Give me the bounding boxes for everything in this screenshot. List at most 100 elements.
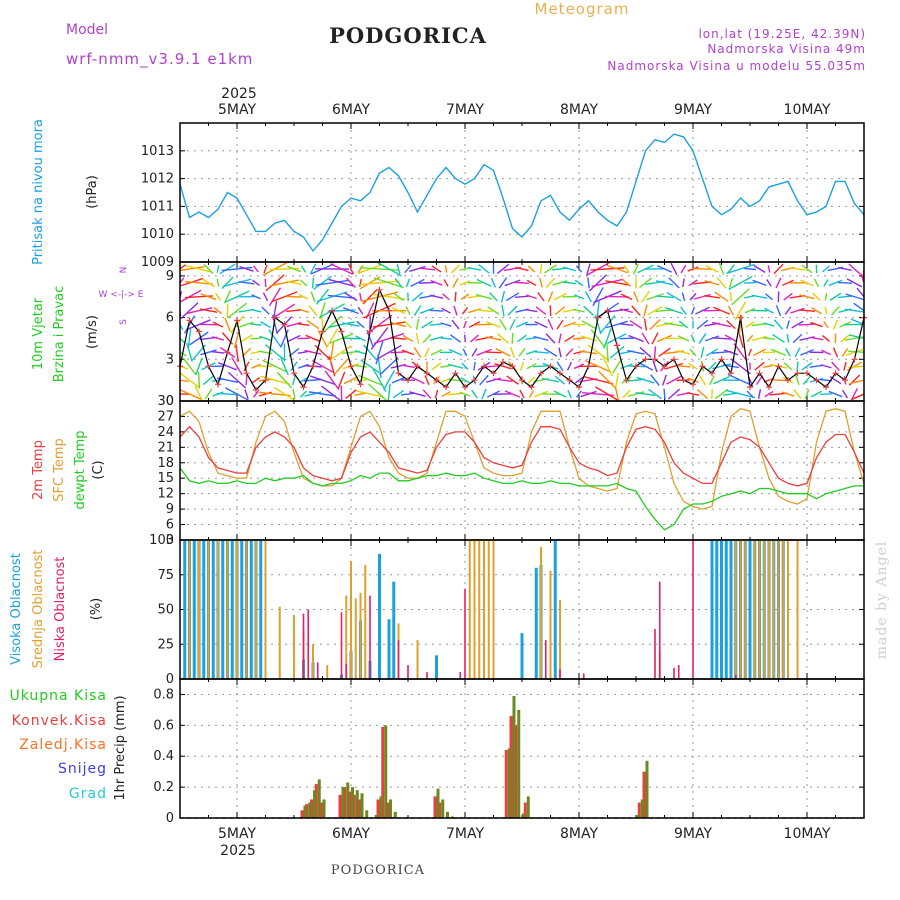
wind-arrow [824, 293, 828, 301]
wind-arrow [635, 392, 656, 397]
wind-arrow [604, 295, 630, 298]
precip-tick-label: 0.4 [153, 749, 174, 764]
cloud-high-bar [720, 540, 723, 679]
wind-arrow [185, 265, 213, 273]
pressure-border [179, 122, 865, 263]
wind-arrow [315, 288, 330, 305]
wind-arrow [250, 323, 262, 326]
grad-label: Grad [69, 786, 107, 802]
cloud-mid-bar [483, 540, 485, 679]
wind-arrow [845, 293, 864, 301]
wind-arrow [573, 308, 585, 313]
wind-arrow [587, 344, 609, 361]
wind-arrow [447, 392, 464, 396]
compass-we: W <-|-> E [99, 290, 144, 300]
chart-kind-title: Meteogram [535, 0, 630, 18]
cloud-mid-bar [796, 540, 799, 679]
wind-arrow [286, 309, 302, 313]
cloud-panel: 0 25 50 75 100 [149, 533, 865, 687]
pressure-tick-label: 1009 [141, 255, 174, 270]
wind-gust-marker [215, 381, 221, 388]
wind-arrow [180, 264, 187, 270]
wind-arrow [409, 265, 426, 272]
cloud-high-bar [183, 540, 187, 679]
wind-arrow [201, 278, 216, 288]
wind-arrow [325, 328, 339, 349]
temperature-tick-label: 27 [157, 409, 174, 424]
temperature-tick-label: 24 [157, 425, 174, 440]
wind-arrow [324, 370, 340, 390]
wind-arrow [690, 306, 696, 315]
wind-arrow [655, 295, 674, 299]
wind-arrow [268, 329, 282, 348]
wind-arrow [251, 377, 261, 384]
cloud-low-bar [734, 674, 737, 679]
wind-arrow [652, 360, 658, 373]
rain-conv-bar [310, 799, 313, 818]
wind-arrow [581, 320, 596, 329]
wind-arrow [298, 293, 309, 300]
rain-conv-bar [509, 716, 513, 818]
wind-arrow [690, 334, 696, 343]
top-day-labels: 5MAY 6MAY 7MAY 8MAY 9MAY 10MAY [218, 102, 831, 118]
cloud-mid-bar [772, 540, 775, 679]
wind-arrow [239, 321, 254, 328]
wind-arrow [461, 306, 469, 315]
wind-arrow [419, 307, 435, 314]
wind-arrow [636, 376, 655, 384]
wind-arrow [343, 307, 359, 315]
cloud-high-bar [435, 655, 438, 679]
wind-arrow [391, 376, 406, 384]
rain-conv-bar [343, 787, 347, 818]
wind-arrow [308, 391, 337, 397]
wind-arrow [418, 281, 436, 284]
wind-arrow [231, 357, 243, 376]
cloud-mid-bar [763, 540, 766, 679]
wind-arrow [544, 264, 557, 274]
wind-arrow [595, 386, 620, 401]
wind-arrow [240, 334, 253, 343]
wind-arrow [474, 323, 494, 326]
wind-arrow [786, 334, 790, 343]
wind-arrow [770, 348, 787, 357]
wind-arrow [394, 278, 403, 288]
wind-arrow [409, 391, 426, 398]
wind-arrow [812, 292, 821, 301]
wind-arrow [704, 280, 720, 286]
wind-arrow [183, 315, 196, 334]
wind-arrow [514, 281, 530, 285]
wind-panel: 0 3 6 9 [166, 262, 867, 409]
cloud-mid-bar [758, 540, 761, 679]
wind-arrow [541, 377, 560, 383]
wind-arrow [180, 388, 203, 401]
wind-arrow [784, 306, 792, 315]
wind-arrow [182, 357, 197, 376]
wind-arrow [342, 322, 360, 327]
wind-arrow [575, 265, 583, 273]
wind-arrow [714, 291, 729, 302]
wind-arrow [449, 334, 462, 343]
wind-arrow [823, 279, 829, 287]
wind-gust-marker [528, 384, 535, 391]
wind-arrow [588, 274, 608, 292]
cloud-tick-label: 25 [157, 637, 174, 652]
wind-arrow [476, 348, 492, 356]
wind-gust-marker [813, 377, 820, 384]
wind-arrow [273, 303, 296, 318]
wind-arrow [764, 307, 774, 314]
wind-arrow [410, 278, 425, 287]
wind-arrow [670, 262, 678, 276]
wind-arrow [390, 351, 407, 354]
wind-arrow [667, 388, 681, 400]
wind-arrow [795, 375, 800, 386]
rain-conv-bar [514, 725, 518, 818]
wind-arrow [230, 315, 244, 334]
wind-gust-marker [281, 321, 288, 328]
wind-arrow [844, 308, 864, 313]
wind-arrow [253, 265, 259, 273]
cloud-mid-bar [326, 665, 329, 679]
wind-arrow [360, 359, 380, 374]
cloud-low-bar [340, 612, 343, 679]
wind-arrow [357, 264, 364, 273]
